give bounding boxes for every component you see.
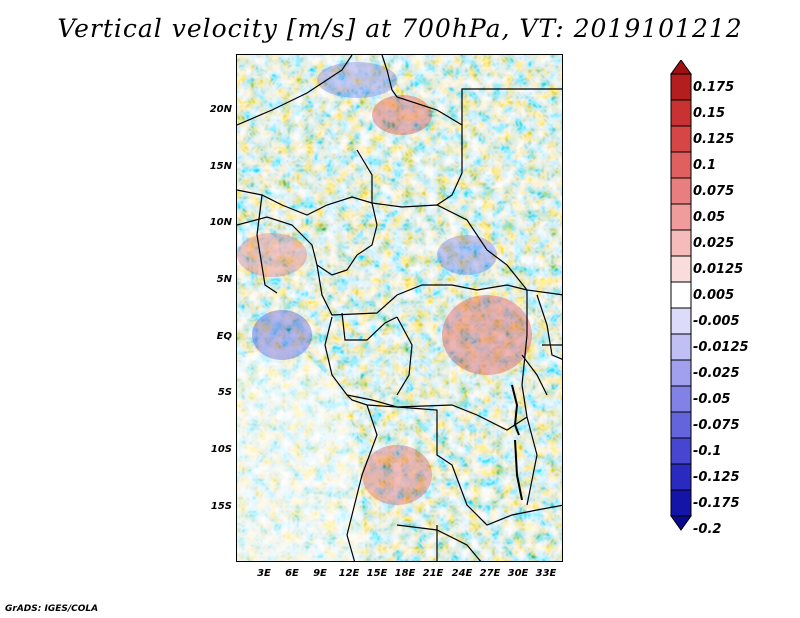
field-patch bbox=[317, 62, 397, 98]
field-patch bbox=[372, 95, 432, 135]
lat-label: 15S bbox=[210, 501, 232, 512]
footer-credit: GrADS: IGES/COLA bbox=[5, 604, 99, 614]
colorbar-segment bbox=[670, 255, 692, 283]
field-patch bbox=[362, 445, 432, 505]
lon-label: 33E bbox=[535, 568, 557, 579]
colorbar-segment bbox=[670, 385, 692, 413]
colorbar-label: 0.15 bbox=[693, 106, 726, 121]
colorbar-label: -0.2 bbox=[693, 522, 722, 537]
colorbar-segment bbox=[670, 463, 692, 491]
colorbar-segment bbox=[670, 307, 692, 335]
lat-label: 10N bbox=[209, 217, 232, 228]
colorbar-segment bbox=[670, 359, 692, 387]
colorbar-label: 0.075 bbox=[693, 184, 735, 199]
colorbar-segment bbox=[670, 99, 692, 127]
colorbar-bottom-arrow bbox=[670, 515, 692, 531]
colorbar-label: -0.005 bbox=[693, 314, 740, 329]
colorbar-label: -0.1 bbox=[693, 444, 722, 459]
lat-label: 20N bbox=[209, 104, 232, 115]
lakes bbox=[511, 384, 523, 501]
lat-label: 5S bbox=[217, 387, 232, 398]
colorbar-segment bbox=[670, 151, 692, 179]
colorbar-segment bbox=[670, 489, 692, 517]
lon-label: 24E bbox=[451, 568, 473, 579]
colorbar bbox=[670, 60, 692, 531]
colorbar-label: -0.175 bbox=[693, 496, 740, 511]
colorbar-label: -0.0125 bbox=[693, 340, 749, 355]
colorbar-segment bbox=[670, 411, 692, 439]
lon-label: 21E bbox=[422, 568, 444, 579]
lat-label: 10S bbox=[210, 444, 232, 455]
colorbar-label: 0.0125 bbox=[693, 262, 744, 277]
colorbar-label: -0.075 bbox=[693, 418, 740, 433]
colorbar-segment bbox=[670, 203, 692, 231]
colorbar-segment bbox=[670, 177, 692, 205]
lon-label: 18E bbox=[394, 568, 416, 579]
lon-label: 15E bbox=[366, 568, 388, 579]
ocean-smooth-area bbox=[237, 345, 367, 561]
colorbar-segment bbox=[670, 229, 692, 257]
field-patch bbox=[237, 233, 307, 277]
colorbar-segment bbox=[670, 73, 692, 101]
colorbar-label: 0.005 bbox=[693, 288, 735, 303]
lat-label: 5N bbox=[216, 274, 232, 285]
lon-label: 30E bbox=[507, 568, 529, 579]
lat-label: 15N bbox=[209, 161, 232, 172]
colorbar-top-arrow bbox=[670, 60, 692, 75]
lon-label: 9E bbox=[313, 568, 327, 579]
map-panel bbox=[236, 54, 563, 562]
colorbar-label: 0.175 bbox=[693, 80, 735, 95]
colorbar-segment bbox=[670, 333, 692, 361]
colorbar-segment bbox=[670, 125, 692, 153]
field-patch bbox=[437, 235, 497, 275]
field-patch bbox=[442, 295, 532, 375]
country-borders bbox=[237, 55, 562, 561]
colorbar-label: 0.125 bbox=[693, 132, 735, 147]
colorbar-label: 0.1 bbox=[693, 158, 717, 173]
colorbar-label: -0.025 bbox=[693, 366, 740, 381]
lon-label: 12E bbox=[338, 568, 360, 579]
colorbar-label: -0.125 bbox=[693, 470, 740, 485]
map-title: Vertical velocity [m/s] at 700hPa, VT: 2… bbox=[57, 14, 743, 43]
lon-label: 27E bbox=[479, 568, 501, 579]
velocity-field-map bbox=[237, 55, 562, 561]
colorbar-label: 0.025 bbox=[693, 236, 735, 251]
colorbar-segment bbox=[670, 437, 692, 465]
lon-label: 6E bbox=[285, 568, 299, 579]
lon-label: 3E bbox=[257, 568, 271, 579]
colorbar-segment bbox=[670, 281, 692, 309]
field-fine-texture bbox=[237, 55, 562, 561]
colorbar-label: 0.05 bbox=[693, 210, 726, 225]
colorbar-label: -0.05 bbox=[693, 392, 731, 407]
field-patch bbox=[252, 310, 312, 360]
lat-label: EQ bbox=[216, 331, 232, 342]
